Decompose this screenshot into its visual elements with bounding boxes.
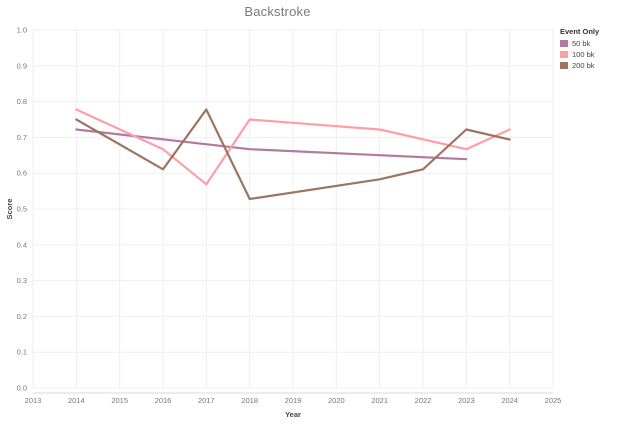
data-point[interactable] xyxy=(464,127,469,132)
x-tick-label: 2024 xyxy=(501,396,518,405)
y-tick-label: 0.3 xyxy=(17,276,27,285)
data-point[interactable] xyxy=(161,167,166,172)
x-tick-label: 2014 xyxy=(68,396,85,405)
data-point[interactable] xyxy=(74,117,79,122)
x-tick-label: 2017 xyxy=(198,396,215,405)
data-point[interactable] xyxy=(247,117,252,122)
data-point[interactable] xyxy=(507,137,512,142)
y-tick-label: 0.6 xyxy=(17,169,27,178)
legend-label: 50 bk xyxy=(572,39,591,48)
series-layer xyxy=(74,107,512,201)
data-point[interactable] xyxy=(161,147,166,152)
y-axis-title: Score xyxy=(5,199,14,220)
legend-items: 50 bk 100 bk 200 bk xyxy=(560,38,599,71)
data-point[interactable] xyxy=(377,177,382,182)
legend-swatch xyxy=(560,51,568,58)
legend-item-200-bk[interactable]: 200 bk xyxy=(560,60,599,71)
legend-title: Event Only xyxy=(560,27,600,36)
x-axis-title: Year xyxy=(285,410,301,419)
legend-label: 200 bk xyxy=(572,61,595,70)
y-tick-label: 1.0 xyxy=(17,26,27,35)
data-point[interactable] xyxy=(204,107,209,112)
x-tick-label: 2015 xyxy=(111,396,128,405)
x-tick-label: 2023 xyxy=(458,396,475,405)
data-point[interactable] xyxy=(204,182,209,187)
y-tick-label: 0.5 xyxy=(17,205,27,214)
data-point[interactable] xyxy=(464,147,469,152)
x-tick-label: 2016 xyxy=(155,396,172,405)
y-tick-label: 0.4 xyxy=(17,240,27,249)
x-tick-label: 2022 xyxy=(415,396,432,405)
chart-title: Backstroke xyxy=(244,4,311,19)
data-point[interactable] xyxy=(74,107,79,112)
data-point[interactable] xyxy=(377,127,382,132)
series-line-50-bk[interactable] xyxy=(75,128,468,161)
legend-label: 100 bk xyxy=(572,50,595,59)
series-line-200-bk[interactable] xyxy=(75,108,511,201)
legend-item-100-bk[interactable]: 100 bk xyxy=(560,49,599,60)
y-tick-label: 0.9 xyxy=(17,61,27,70)
y-tick-label: 0.7 xyxy=(17,133,27,142)
grid-layer xyxy=(32,29,554,389)
data-point[interactable] xyxy=(247,196,252,201)
x-tick-label: 2019 xyxy=(285,396,302,405)
x-tick-label: 2020 xyxy=(328,396,345,405)
axis-layer: 0.0 0.1 0.2 0.3 0.4 0.5 0.6 0.7 0.8 0.9 1.0 2013 201… xyxy=(17,26,562,406)
data-point[interactable] xyxy=(421,167,426,172)
legend-swatch xyxy=(560,40,568,47)
legend: Event Only 50 bk 100 bk 200 bk xyxy=(560,27,599,71)
data-point[interactable] xyxy=(464,157,469,162)
x-tick-label: 2025 xyxy=(545,396,562,405)
y-tick-label: 0.0 xyxy=(17,384,27,393)
legend-item-50-bk[interactable]: 50 bk xyxy=(560,38,599,49)
data-point[interactable] xyxy=(247,147,252,152)
data-point[interactable] xyxy=(507,127,512,132)
series-line-100-bk[interactable] xyxy=(75,108,511,186)
legend-swatch xyxy=(560,62,568,69)
x-tick-label: 2021 xyxy=(371,396,388,405)
data-point[interactable] xyxy=(74,127,79,132)
x-tick-label: 2018 xyxy=(241,396,258,405)
x-tick-label: 2013 xyxy=(25,396,42,405)
y-tick-label: 0.8 xyxy=(17,97,27,106)
y-tick-label: 0.2 xyxy=(17,312,27,321)
y-tick-label: 0.1 xyxy=(17,348,27,357)
